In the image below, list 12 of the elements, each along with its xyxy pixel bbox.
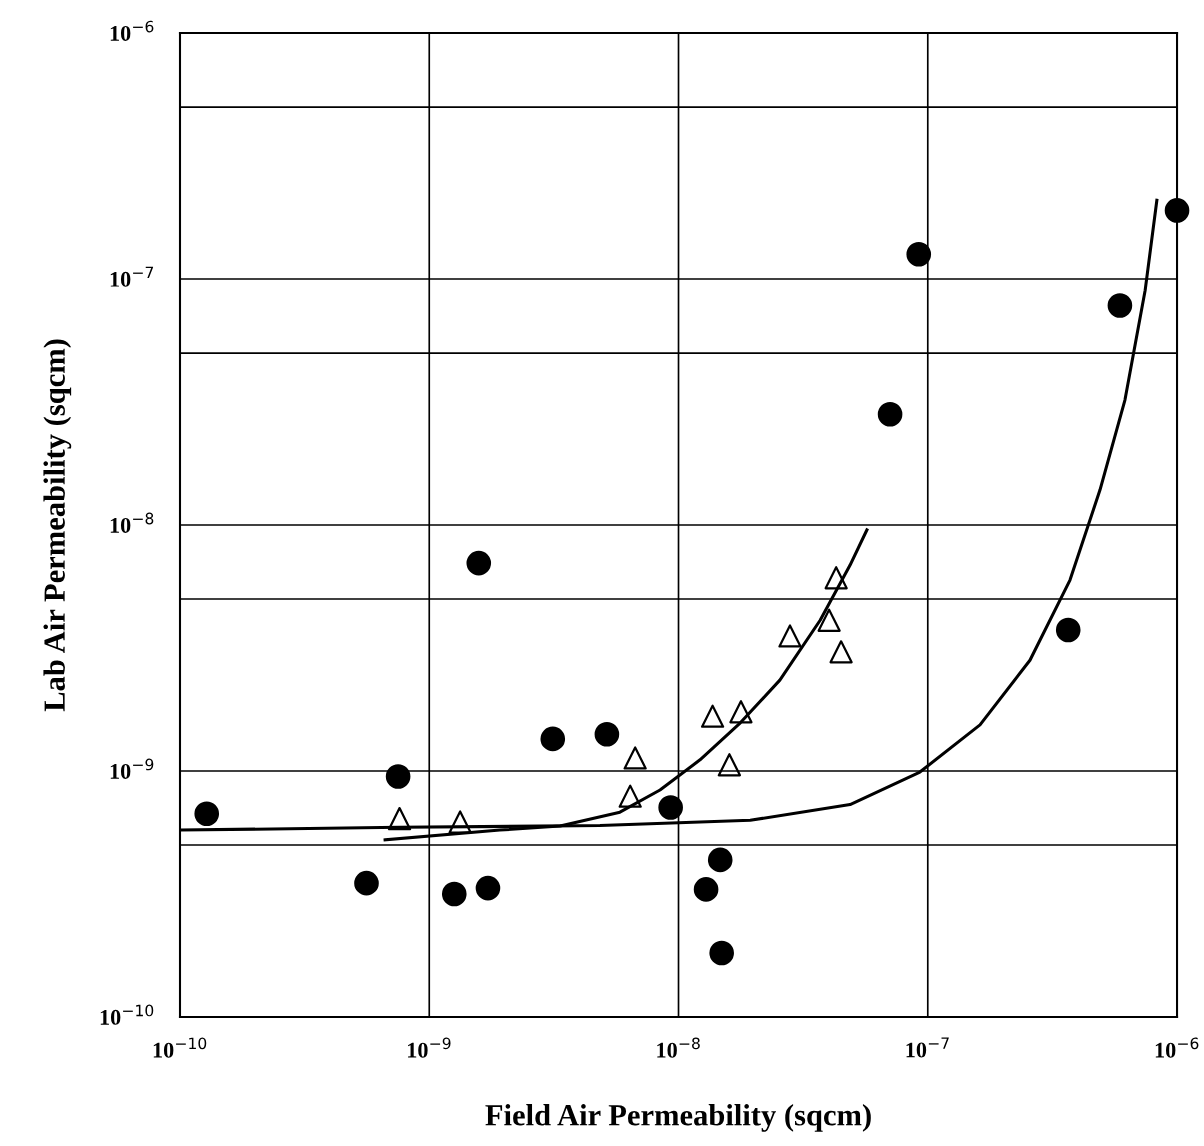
- y-tick-label: 10$^{−9}$: [110, 758, 154, 779]
- y-tick-label: 10$^{−8}$: [110, 512, 154, 533]
- x-tick-label: 10$^{−8}$: [657, 1037, 700, 1058]
- y-tick-label: 10$^{−7}$: [110, 266, 154, 287]
- x-tick-label: 10$^{−6}$: [1155, 1037, 1199, 1058]
- y-tick-label: 10$^{−6}$: [110, 20, 154, 41]
- y-tick-label: 10$^{−10}$: [100, 1004, 154, 1025]
- x-tick-label: 10$^{−9}$: [408, 1037, 451, 1058]
- x-tick-label: 10$^{−7}$: [906, 1037, 949, 1058]
- x-axis-title: Field Air Permeability (sqcm): [485, 1104, 871, 1132]
- y-axis-title: Lab Air Permeability (sqcm): [43, 339, 72, 712]
- x-tick-label: 10$^{−10}$: [153, 1037, 207, 1058]
